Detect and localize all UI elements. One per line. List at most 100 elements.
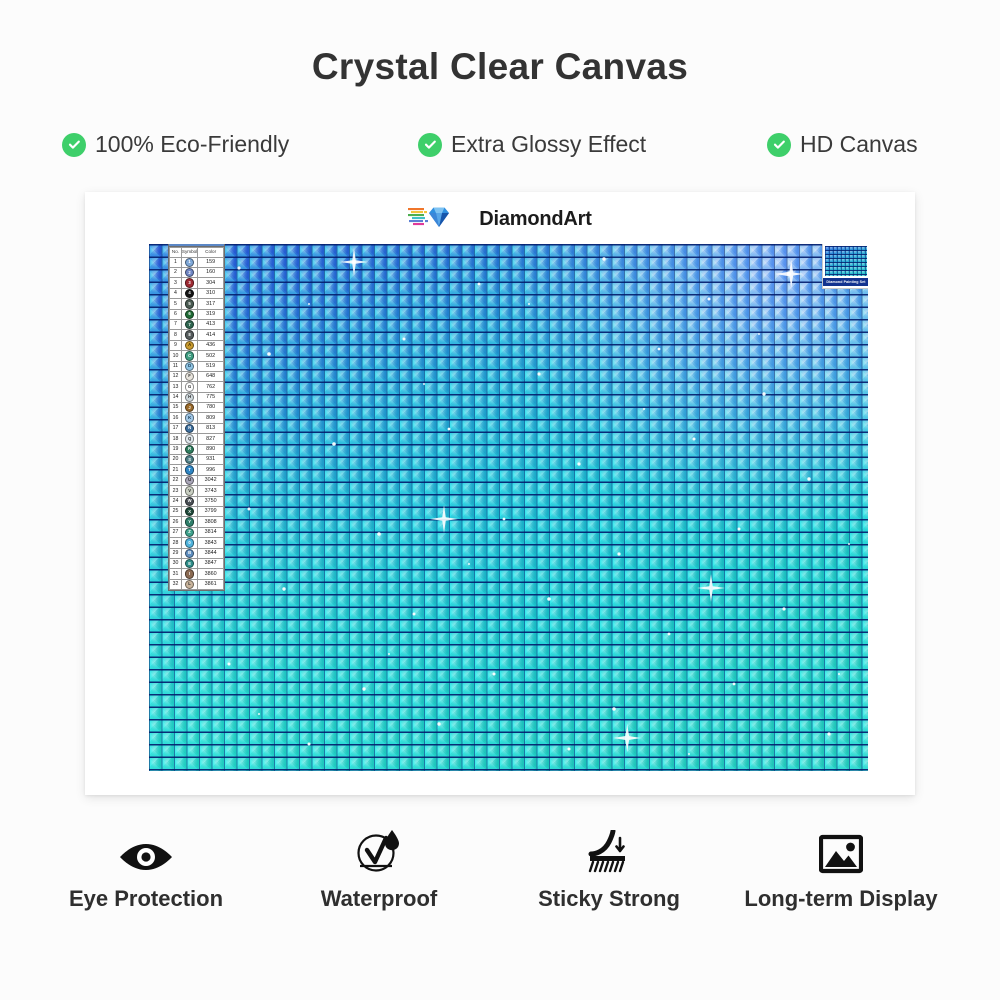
feature-label: HD Canvas [800,131,918,157]
color-list-no: 23 [169,485,182,497]
color-list-row: 24 W 3750 [169,495,224,507]
color-list-code: 159 [197,256,224,269]
color-list-column-header: No. [169,247,182,258]
color-list-no: 11 [169,360,182,372]
color-list-no: 1 [169,256,182,269]
page-title: Crystal Clear Canvas [311,46,689,87]
diamond-painting-artwork: Color List No.SymbolColor111592216033304… [149,244,868,771]
color-list-row: 13 G 762 [169,381,224,393]
color-list-symbol: 4 [180,287,199,300]
color-list-code: 827 [197,433,224,445]
color-list-row: 4 4 310 [169,287,224,300]
color-symbol-badge: 5 [184,299,195,309]
color-list-code: 160 [197,266,224,279]
color-list-row: 12 F 648 [169,370,224,383]
color-list-row: 7 7 413 [169,318,224,331]
color-list-no: 26 [169,516,182,528]
color-list-code: 3847 [197,557,224,570]
color-list-code: 3743 [197,485,224,497]
color-symbol-badge: U [184,475,195,486]
color-symbol-badge: L [184,579,195,590]
color-list-row: 22 U 3042 [169,474,224,487]
color-symbol-badge: Q [184,434,195,444]
color-symbol-badge: 6 [184,309,195,319]
benefit-item-waterproof: Waterproof [288,828,470,912]
feature-label: Extra Glossy Effect [451,131,647,157]
color-list-code: 813 [197,422,224,435]
picture-icon [819,828,863,874]
color-symbol-badge: G [184,382,195,392]
color-list-row: 1 1 159 [169,256,224,269]
color-list-no: 30 [169,557,182,570]
color-list-code: 890 [197,443,224,456]
color-list-symbol: L [180,578,199,591]
thumbnail-artwork [825,246,867,276]
benefit-label: Sticky Strong [538,886,680,911]
color-list-row: 18 Q 827 [169,433,224,445]
drill-grout-grid [149,244,868,771]
color-list-symbol: 6 [180,308,199,320]
color-list-no: 22 [169,474,182,487]
color-symbol-badge: X [184,506,195,517]
color-list-code: 413 [197,318,224,331]
color-symbol-badge: A [184,340,195,351]
color-list-row: 6 6 319 [169,308,224,320]
color-list-code: 931 [197,453,224,466]
color-list-symbol: W [180,495,199,507]
color-list-row: 30 E 3847 [169,557,224,570]
color-list-no: 21 [169,464,182,476]
waterdrop-check-icon [355,828,403,874]
color-list-code: 3844 [197,547,224,559]
color-symbol-badge: I [184,569,195,579]
color-list-symbol: E [180,557,199,570]
color-list-symbol: N [180,422,199,435]
color-list-symbol: X [180,505,199,518]
check-circle-icon [62,132,86,157]
color-list-no: 18 [169,433,182,445]
color-list-no: 29 [169,547,182,559]
color-list-code: 436 [197,339,224,352]
color-list-table: No. Symbol Color 1 1 159 2 2 160 3 3 304 4 4 310 5 5 317 6… [169,247,224,591]
brand-logo: DiamondArt [85,202,915,236]
color-list-symbol: R [180,443,199,456]
color-list-symbol: 1 [180,256,199,269]
color-list-code: 3843 [197,537,224,549]
color-list-code: 310 [197,287,224,300]
color-list-no: 13 [169,381,182,393]
color-list-symbol: 0 [180,537,199,549]
color-list-code: 996 [197,464,224,476]
color-list-no: 7 [169,318,182,331]
color-list-code: 3860 [197,568,224,580]
color-symbol-badge: 4 [184,288,195,299]
color-list-row: 31 I 3860 [169,568,224,580]
color-list-row: 9 A 436 [169,339,224,352]
color-list-code: 304 [197,277,224,289]
color-symbol-badge: K [184,413,195,423]
eye-icon [118,828,174,874]
color-list-row: 14 H 775 [169,391,224,404]
color-list-symbol: 5 [180,298,199,310]
color-list-symbol: D [180,360,199,372]
color-list-row: 20 S 931 [169,453,224,466]
color-symbol-badge: N [184,423,195,434]
color-list-no: 15 [169,402,182,414]
color-list-code: 780 [197,402,224,414]
color-list-column-header: Symbol [180,247,199,258]
color-list-row: 2 2 160 [169,266,224,279]
color-list-code: 502 [197,350,224,362]
color-list-symbol: S [180,453,199,466]
color-symbol-badge: 1 [184,257,195,267]
color-list-symbol: Q [180,433,199,445]
color-list-header-row: No. Symbol Color [169,247,224,258]
color-list-symbol: A [180,339,199,352]
benefit-item-eye-protection: Eye Protection [55,828,237,912]
color-list-no: 9 [169,339,182,352]
color-list-symbol: H [180,391,199,404]
color-list-row: 8 8 414 [169,329,224,341]
color-list-code: 3808 [197,516,224,528]
color-list-no: 16 [169,412,182,424]
thumbnail-header: DiamondArt [823,244,868,246]
color-list-no: 17 [169,422,182,435]
color-list-row: 11 D 519 [169,360,224,372]
benefit-label: Eye Protection [68,886,224,911]
